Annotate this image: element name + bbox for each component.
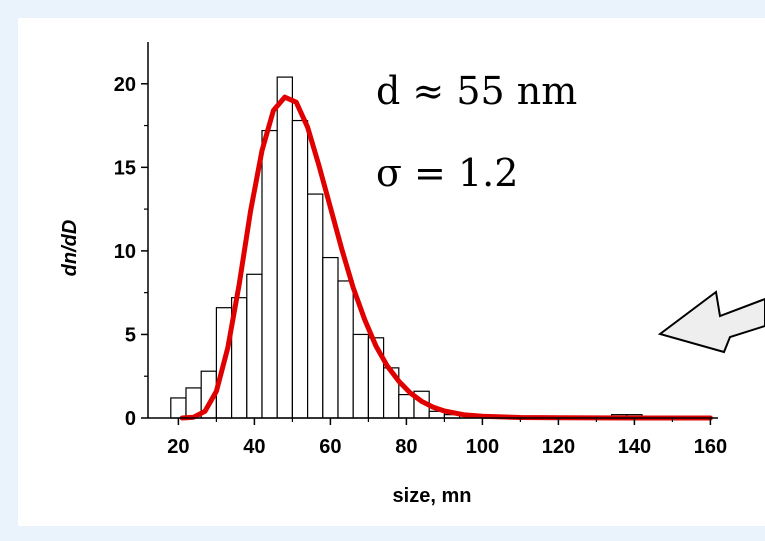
- histogram-bars: [170, 76, 643, 419]
- y-tick-label-15: 15: [114, 157, 136, 179]
- x-tick-label-40: 40: [243, 436, 265, 458]
- fit-curve: [179, 94, 713, 421]
- left-arrow-icon: [657, 290, 765, 354]
- histogram-bar-12: [352, 333, 370, 419]
- x-axis-title: size, mn: [393, 485, 472, 507]
- histogram-bar-11: [337, 280, 354, 419]
- annotation-sigma: σ = 1.2: [376, 151, 518, 195]
- histogram-bar-0: [170, 397, 187, 419]
- x-tick-label-160: 160: [694, 436, 727, 458]
- chart-panel: [18, 18, 765, 526]
- y-tick-label-0: 0: [125, 408, 136, 430]
- y-tick-label-5: 5: [125, 324, 136, 346]
- ticks: 20 40 60 80 100 120 140 160 0 5 10 15 20: [114, 74, 727, 458]
- axes: [147, 42, 718, 419]
- histogram-bar-5: [246, 273, 263, 419]
- x-tick-label-140: 140: [618, 436, 651, 458]
- x-tick-label-60: 60: [319, 436, 341, 458]
- x-tick-label-120: 120: [542, 436, 575, 458]
- histogram-bar-10: [322, 256, 339, 419]
- histogram-bar-15: [398, 394, 415, 419]
- annotation-mean-diameter: d ≈ 55 nm: [376, 69, 577, 113]
- histogram-bar-9: [307, 193, 324, 419]
- histogram-bar-8: [291, 119, 309, 419]
- histogram-bar-7: [276, 76, 294, 419]
- x-tick-label-80: 80: [395, 436, 417, 458]
- histogram-bar-6: [261, 129, 278, 419]
- x-tick-label-100: 100: [466, 436, 499, 458]
- x-tick-label-20: 20: [167, 436, 189, 458]
- y-axis-title: dn/dD: [59, 220, 81, 277]
- y-tick-label-20: 20: [114, 74, 136, 96]
- y-tick-label-10: 10: [114, 241, 136, 263]
